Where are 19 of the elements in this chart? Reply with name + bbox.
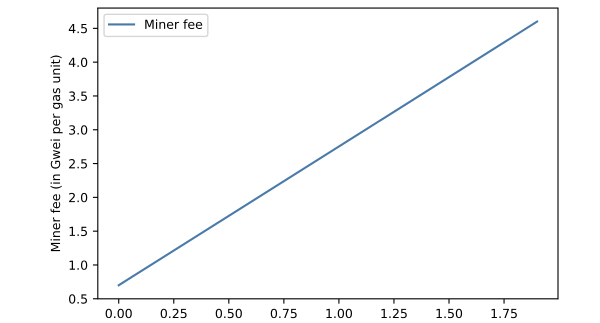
y-tick-label: 3.0 [69, 125, 88, 135]
x-tick-label: 1.00 [326, 308, 352, 318]
x-tick-label: 1.50 [436, 308, 462, 318]
y-tick-label: 4.0 [68, 58, 88, 68]
y-axis-title: Miner fee (in Gwei per gas unit) [50, 56, 63, 252]
y-tick-label: 2.5 [69, 159, 87, 168]
y-tick-label: 0.5 [69, 294, 87, 304]
y-tick-label: 3.5 [69, 91, 87, 101]
x-tick-label: 1.25 [381, 308, 407, 318]
x-tick-label: 0.50 [216, 308, 242, 318]
y-tick-label: 4.5 [68, 24, 87, 34]
x-tick-label: 0.75 [270, 308, 297, 318]
x-tick-label: 0.25 [160, 308, 187, 318]
x-tick-label: 1.75 [492, 308, 517, 318]
legend-label: Miner fee [145, 19, 202, 29]
y-tick-label: 1.0 [70, 260, 88, 270]
y-tick-label: 2.0 [69, 192, 88, 202]
x-tick-label: 0.00 [106, 308, 132, 318]
y-tick-label: 1.5 [70, 226, 87, 236]
